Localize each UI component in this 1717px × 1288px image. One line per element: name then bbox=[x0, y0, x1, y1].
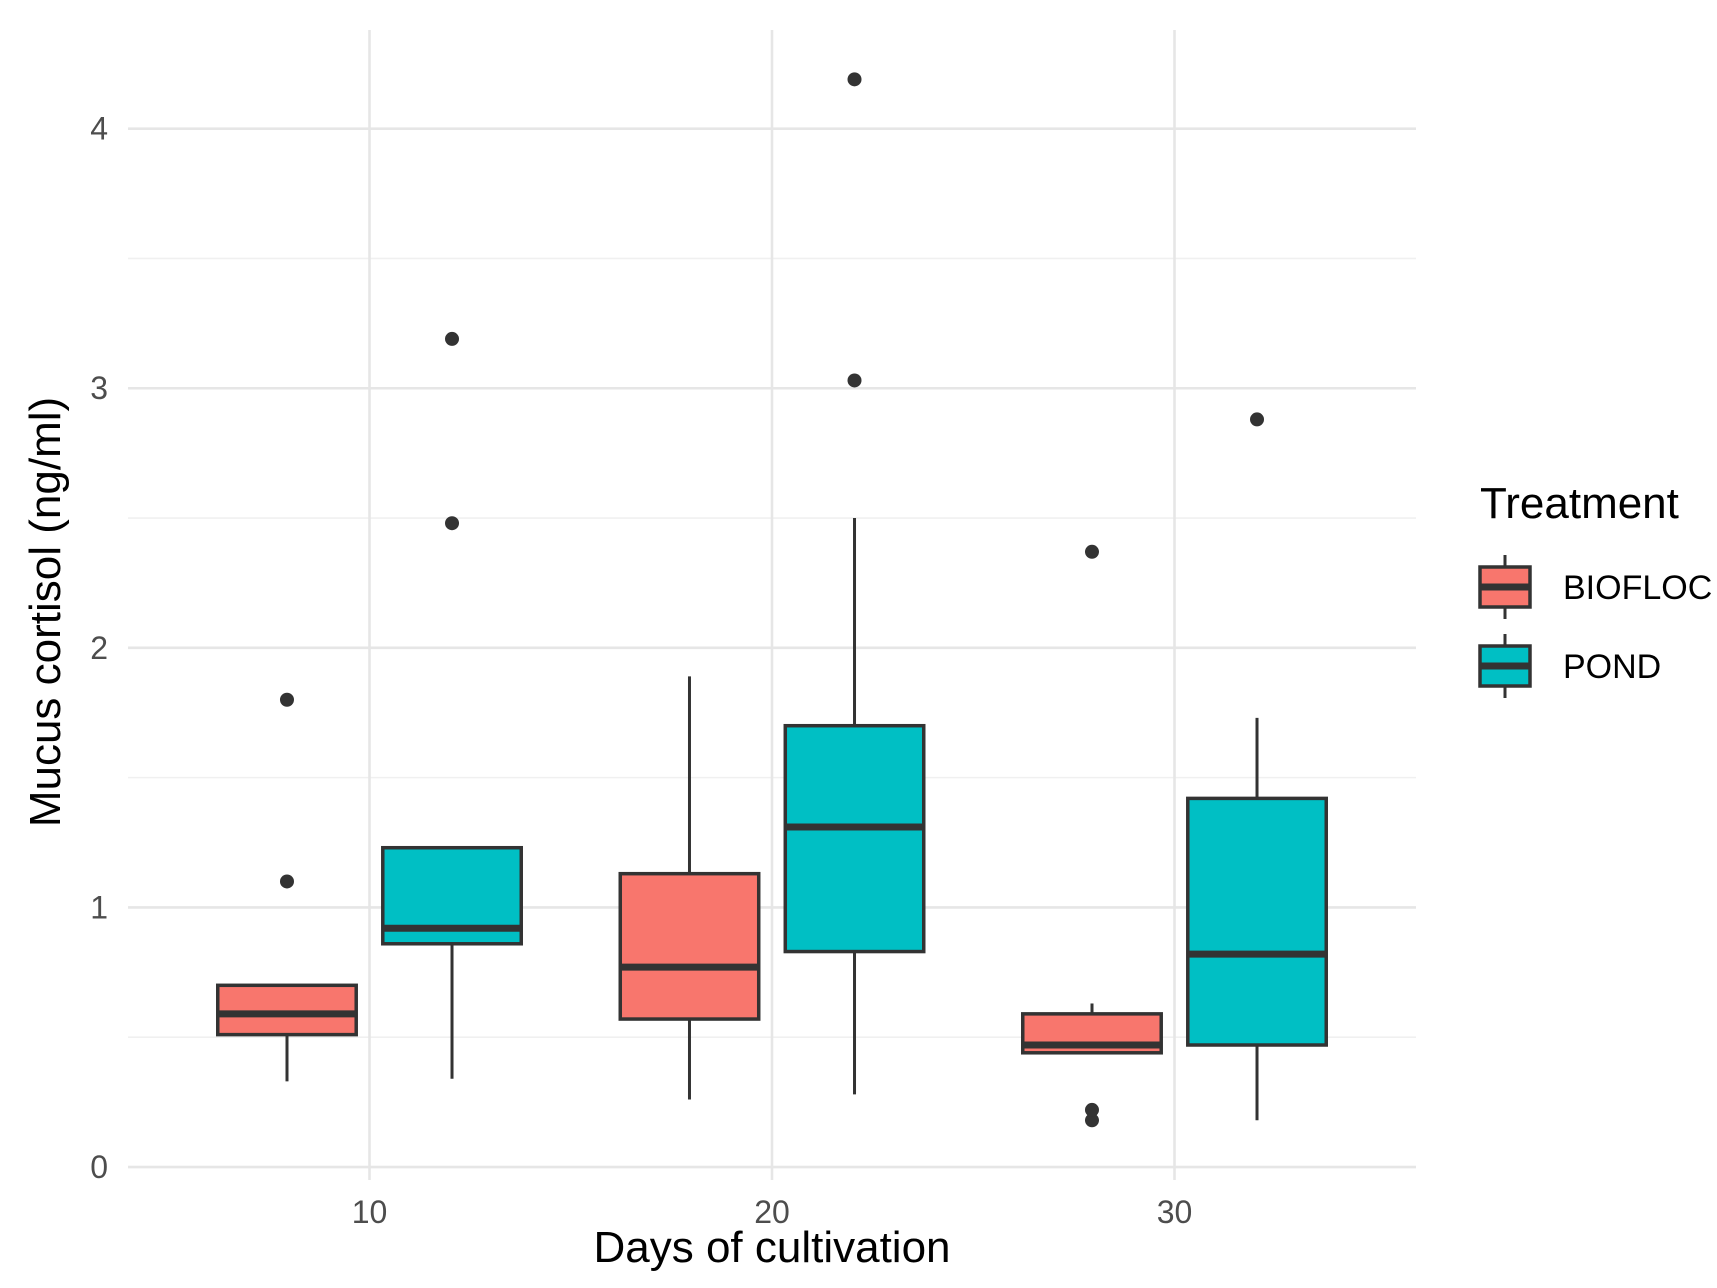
outlier-point bbox=[279, 692, 294, 707]
axis-ticks: 0 1 2 3 4 10 20 30 bbox=[90, 111, 1192, 1230]
outlier-point bbox=[1250, 412, 1265, 427]
box-biofloc-10 bbox=[216, 692, 358, 1082]
box-biofloc-20 bbox=[618, 676, 761, 1100]
outlier-point bbox=[1084, 1102, 1099, 1117]
outlier-point bbox=[1084, 544, 1099, 559]
x-tick-label: 20 bbox=[754, 1194, 790, 1230]
y-tick-label: 2 bbox=[90, 630, 108, 666]
outlier-point bbox=[1084, 1113, 1099, 1128]
outlier-point bbox=[445, 516, 460, 531]
boxplot-series bbox=[216, 72, 1328, 1128]
x-tick-label: 30 bbox=[1157, 1194, 1193, 1230]
box-iqr bbox=[783, 723, 926, 954]
outlier-point bbox=[847, 72, 862, 87]
y-axis-title: Mucus cortisol (ng/ml) bbox=[21, 397, 70, 827]
legend-label: BIOFLOC bbox=[1563, 569, 1712, 607]
grid bbox=[128, 30, 1416, 1180]
box-biofloc-30 bbox=[1021, 544, 1163, 1128]
outlier-point bbox=[847, 373, 862, 388]
y-tick-label: 3 bbox=[90, 370, 108, 406]
x-axis-title: Days of cultivation bbox=[593, 1223, 950, 1272]
legend-item-biofloc: BIOFLOC bbox=[1478, 555, 1712, 619]
box-iqr bbox=[1186, 796, 1328, 1047]
legend-label: POND bbox=[1563, 648, 1661, 686]
legend-title: Treatment bbox=[1480, 479, 1679, 528]
y-tick-label: 1 bbox=[90, 889, 108, 925]
outlier-point bbox=[279, 874, 294, 889]
y-tick-label: 0 bbox=[90, 1149, 108, 1185]
legend-item-pond: POND bbox=[1478, 634, 1661, 698]
box-pond-10 bbox=[381, 331, 523, 1079]
outlier-point bbox=[445, 331, 460, 346]
box-iqr bbox=[216, 983, 358, 1037]
x-tick-label: 10 bbox=[352, 1194, 388, 1230]
y-tick-label: 4 bbox=[90, 111, 108, 147]
box-pond-30 bbox=[1186, 412, 1328, 1121]
box-iqr bbox=[618, 871, 761, 1021]
box-pond-20 bbox=[783, 72, 926, 1095]
legend: Treatment BIOFLOC POND bbox=[1478, 479, 1712, 698]
